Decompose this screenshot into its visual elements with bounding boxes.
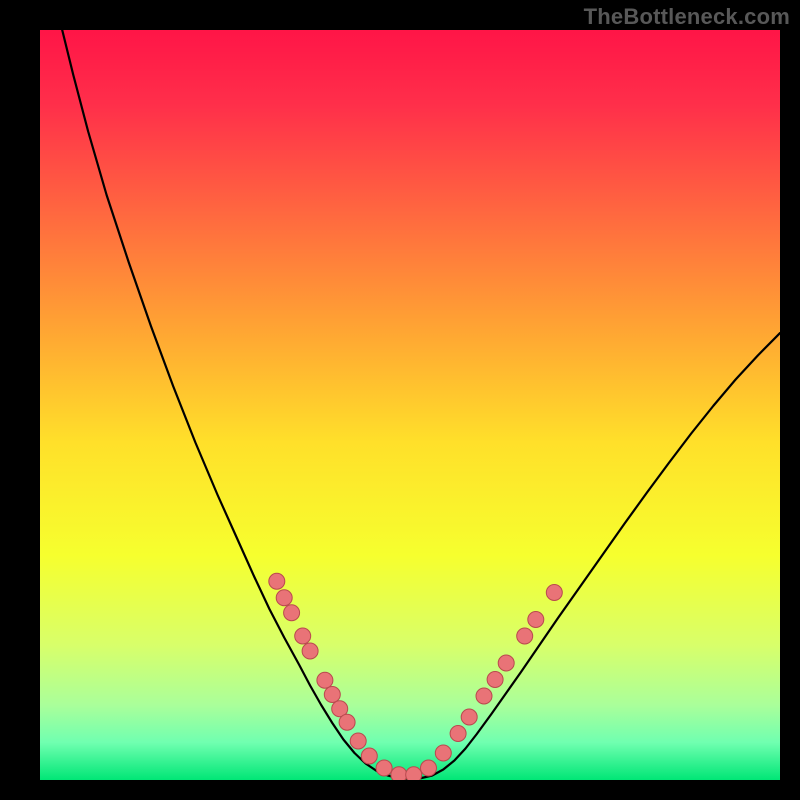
curve-marker: [450, 726, 466, 742]
curve-marker: [391, 767, 407, 780]
curve-marker: [295, 628, 311, 644]
curve-marker: [435, 745, 451, 761]
curve-marker: [528, 612, 544, 628]
curve-marker: [376, 760, 392, 776]
curve-marker: [302, 643, 318, 659]
curve-marker: [546, 585, 562, 601]
curve-marker: [476, 688, 492, 704]
curve-marker: [284, 605, 300, 621]
curve-marker: [421, 760, 437, 776]
curve-marker: [498, 655, 514, 671]
curve-marker: [339, 714, 355, 730]
curve-marker: [461, 709, 477, 725]
curve-marker: [361, 748, 377, 764]
chart-background: [40, 30, 780, 780]
chart-frame: TheBottleneck.com: [0, 0, 800, 800]
curve-marker: [276, 590, 292, 606]
curve-marker: [517, 628, 533, 644]
watermark-text: TheBottleneck.com: [584, 4, 790, 30]
curve-marker: [350, 733, 366, 749]
curve-marker: [269, 573, 285, 589]
chart-plot: [40, 30, 780, 780]
curve-marker: [406, 767, 422, 780]
curve-marker: [317, 672, 333, 688]
curve-marker: [487, 672, 503, 688]
curve-marker: [324, 687, 340, 703]
